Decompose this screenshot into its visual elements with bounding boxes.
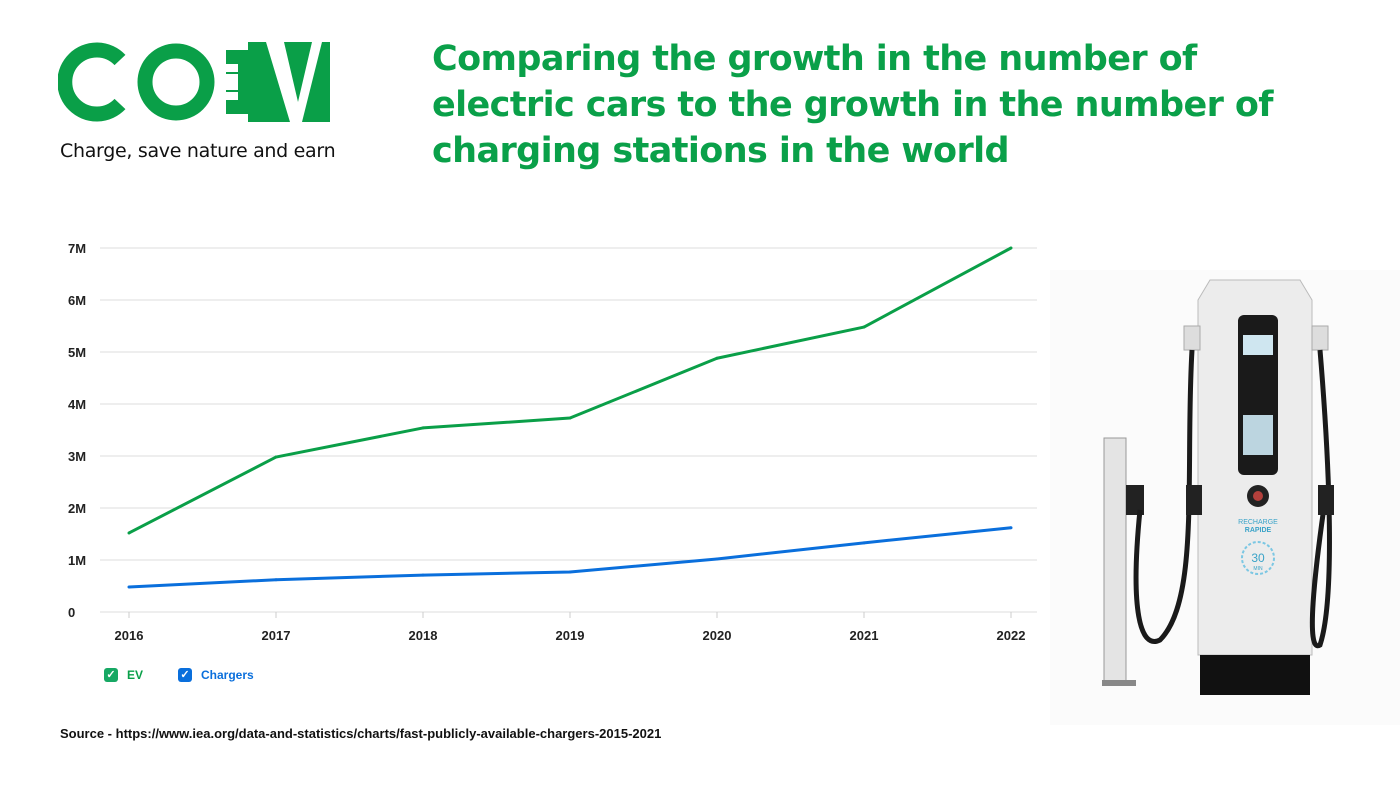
- charger-unit: MIN: [1253, 566, 1263, 572]
- data-point: [421, 426, 425, 430]
- tagline: Charge, save nature and earn: [60, 140, 336, 162]
- y-tick-label: 7M: [68, 241, 86, 256]
- x-tick-label: 2016: [115, 628, 144, 640]
- data-point: [715, 557, 719, 561]
- x-tick-label: 2017: [262, 628, 291, 640]
- x-tick-label: 2018: [409, 628, 438, 640]
- data-point: [127, 531, 131, 535]
- y-tick-label: 3M: [68, 449, 86, 464]
- data-point: [715, 356, 719, 360]
- ev-charger-illustration: RECHARGE RAPIDE 30 MIN: [1050, 270, 1400, 725]
- charger-sub: RAPIDE: [1245, 527, 1272, 534]
- x-tick-label: 2019: [556, 628, 585, 640]
- data-point: [862, 541, 866, 545]
- y-tick-label: 4M: [68, 397, 86, 412]
- data-point: [862, 325, 866, 329]
- checkbox-icon[interactable]: ✓: [104, 668, 118, 682]
- data-point: [274, 578, 278, 582]
- y-tick-label: 2M: [68, 501, 86, 516]
- series-line-chargers: [128, 526, 1012, 589]
- coev-logo: [58, 42, 330, 122]
- checkbox-icon[interactable]: ✓: [178, 668, 192, 682]
- legend-label: EV: [127, 668, 144, 682]
- data-point: [421, 573, 425, 577]
- y-tick-label: 0: [68, 605, 75, 620]
- charger-brand: RECHARGE: [1238, 519, 1278, 526]
- y-tick-label: 6M: [68, 293, 86, 308]
- source-note: Source - https://www.iea.org/data-and-st…: [60, 726, 662, 741]
- series-line-ev: [128, 246, 1012, 535]
- data-point: [274, 455, 278, 459]
- data-point: [1009, 246, 1013, 250]
- data-point: [568, 416, 572, 420]
- data-point: [1009, 526, 1013, 530]
- y-tick-label: 5M: [68, 345, 86, 360]
- legend-label: Chargers: [201, 668, 254, 682]
- x-tick-label: 2021: [850, 628, 879, 640]
- x-tick-label: 2022: [997, 628, 1026, 640]
- charger-time: 30: [1251, 551, 1265, 565]
- data-point: [568, 570, 572, 574]
- x-tick-label: 2020: [703, 628, 732, 640]
- legend-item-ev[interactable]: ✓ EV: [104, 668, 143, 682]
- y-tick-label: 1M: [68, 553, 86, 568]
- page-title: Comparing the growth in the number of el…: [432, 39, 1274, 171]
- line-chart: 0 1M 2M 3M 4M 5M 6M 7M 2016 2017 2018 2019 2020 2021 2…: [68, 241, 1037, 640]
- legend-item-chargers[interactable]: ✓ Chargers: [178, 668, 254, 682]
- data-point: [127, 585, 131, 589]
